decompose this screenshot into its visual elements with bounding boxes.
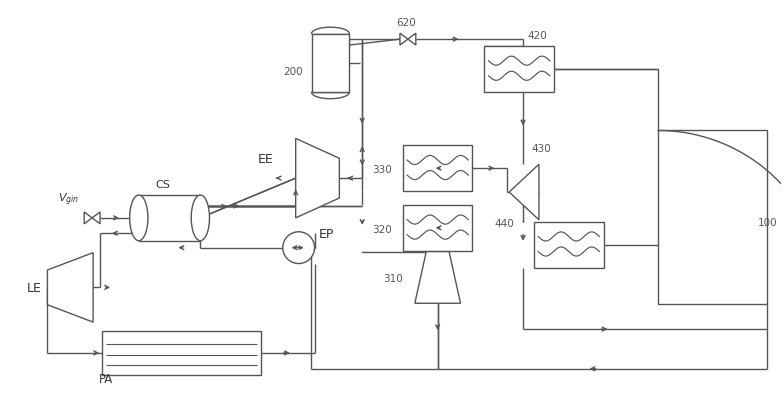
Text: PA: PA <box>99 373 114 386</box>
Ellipse shape <box>129 195 148 241</box>
Bar <box>102 331 261 375</box>
Text: CS: CS <box>156 180 171 190</box>
Bar <box>403 145 473 191</box>
Polygon shape <box>48 253 93 322</box>
Bar <box>485 46 554 92</box>
Polygon shape <box>408 33 416 45</box>
Polygon shape <box>84 212 93 224</box>
Text: EE: EE <box>258 153 274 166</box>
Text: 420: 420 <box>527 31 546 41</box>
Text: LE: LE <box>27 282 42 295</box>
Polygon shape <box>400 33 408 45</box>
Text: 100: 100 <box>757 218 777 228</box>
Text: 200: 200 <box>283 67 303 77</box>
Bar <box>534 222 604 267</box>
Circle shape <box>283 232 314 263</box>
Bar <box>658 130 768 304</box>
Text: 620: 620 <box>396 18 416 28</box>
Polygon shape <box>93 212 100 224</box>
Text: 310: 310 <box>383 275 403 284</box>
Text: EP: EP <box>318 228 334 241</box>
Text: 430: 430 <box>531 144 551 154</box>
Bar <box>139 195 201 241</box>
Polygon shape <box>509 164 539 220</box>
Text: $V_{gin}$: $V_{gin}$ <box>58 191 79 208</box>
Ellipse shape <box>191 195 209 241</box>
Bar <box>311 34 350 92</box>
Text: 320: 320 <box>372 225 392 235</box>
Text: 440: 440 <box>494 219 514 229</box>
Polygon shape <box>296 138 339 218</box>
Bar <box>403 205 473 250</box>
Polygon shape <box>415 252 460 303</box>
Text: 330: 330 <box>372 165 392 175</box>
